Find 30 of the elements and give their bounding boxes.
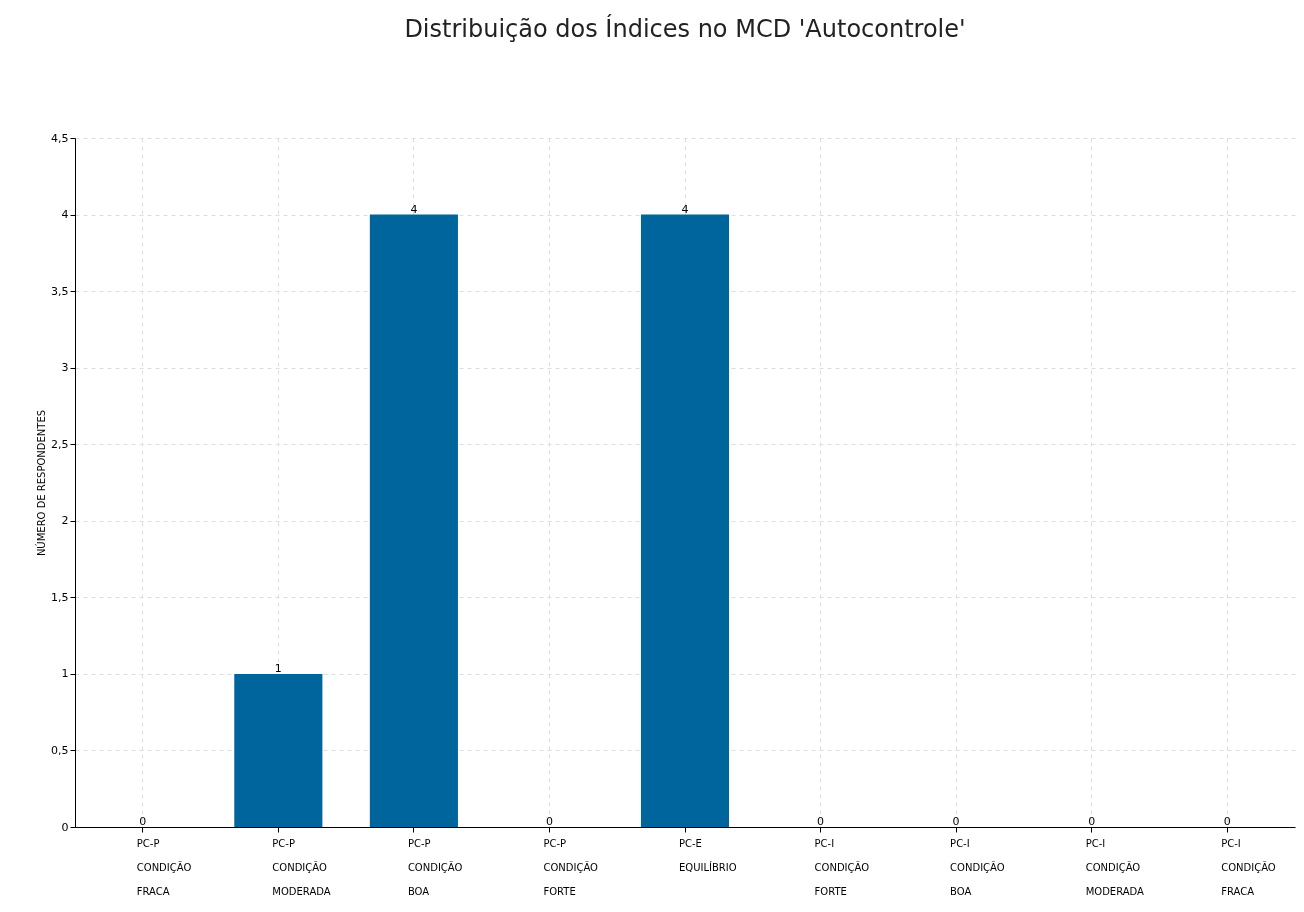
category-label: PC-P CONDIÇÃO FRACA xyxy=(136,837,192,897)
data-label: 0 xyxy=(1223,815,1231,828)
y-tick-label: 3,5 xyxy=(51,284,69,298)
y-axis-title: NÚMERO DE RESPONDENTES xyxy=(35,409,48,557)
y-tick-label: 2 xyxy=(61,514,69,528)
data-label: 0 xyxy=(139,815,147,828)
y-tick-label: 4 xyxy=(61,208,69,222)
category-label: PC-I CONDIÇÃO FORTE xyxy=(814,837,870,897)
data-label: 4 xyxy=(681,202,689,216)
y-tick-label: 1 xyxy=(61,667,69,681)
category-label: PC-I CONDIÇÃO BOA xyxy=(950,837,1005,897)
y-tick-label: 3 xyxy=(61,361,69,375)
category-label: PC-I CONDIÇÃO MODERADA xyxy=(1085,837,1144,897)
category-label: PC-E EQUILÍBRIO xyxy=(679,837,737,873)
data-label: 0 xyxy=(1088,815,1096,828)
data-label: 4 xyxy=(410,202,418,216)
data-label: 0 xyxy=(952,815,960,828)
y-tick-label: 2,5 xyxy=(51,437,69,451)
y-tick-label: 0 xyxy=(61,820,69,834)
category-label: PC-I CONDIÇÃO FRACA xyxy=(1221,837,1276,897)
y-tick-label: 1,5 xyxy=(51,590,69,604)
y-tick-label: 4,5 xyxy=(51,131,69,145)
data-label: 1 xyxy=(274,661,282,675)
y-tick-label: 0,5 xyxy=(51,743,69,757)
chart-title: Distribuição dos Índices no MCD 'Autocontrole' xyxy=(404,14,966,43)
category-label: PC-P CONDIÇÃO MODERADA xyxy=(272,837,331,897)
data-label: 0 xyxy=(817,815,825,828)
category-label: PC-P CONDIÇÃO FORTE xyxy=(543,837,598,897)
data-label: 0 xyxy=(545,815,553,828)
category-label: PC-P CONDIÇÃO BOA xyxy=(407,837,463,897)
